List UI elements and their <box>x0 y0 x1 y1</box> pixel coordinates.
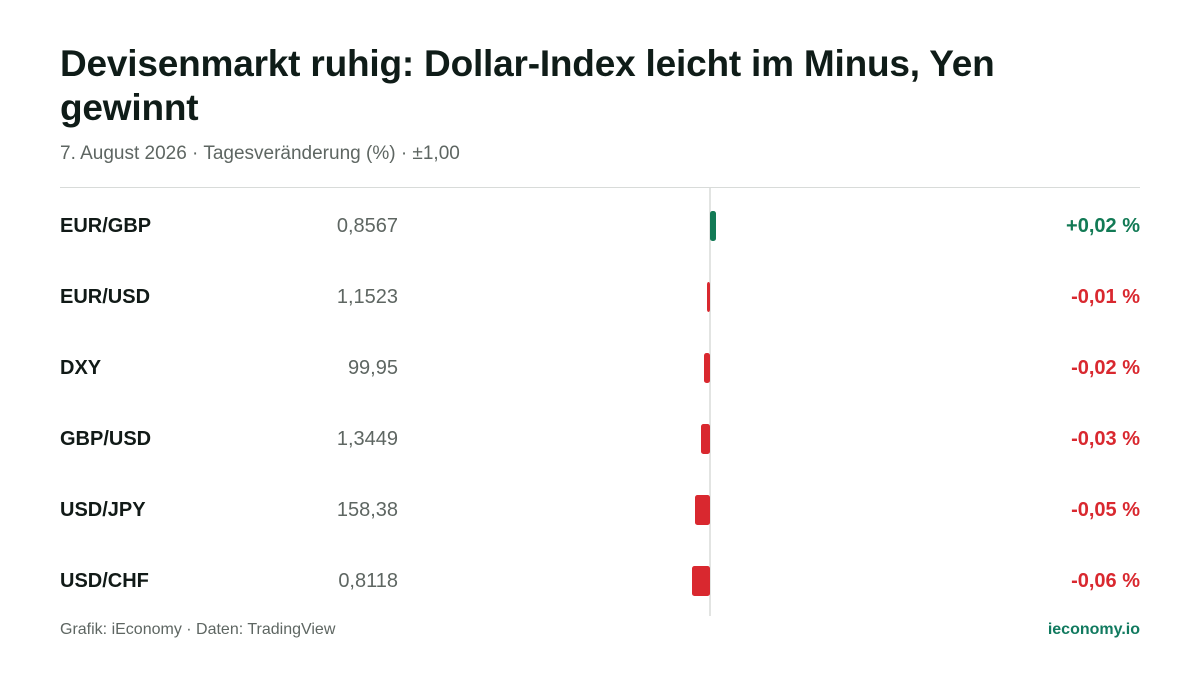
chart-card: Devisenmarkt ruhig: Dollar-Index leicht … <box>60 42 1140 652</box>
change-bar <box>710 211 716 241</box>
pair-label: EUR/GBP <box>60 215 152 237</box>
pair-price: 1,3449 <box>336 428 398 450</box>
change-bar <box>692 566 710 596</box>
change-value: -0,05 % <box>1071 499 1140 521</box>
pair-label: GBP/USD <box>60 428 152 450</box>
brand-link[interactable]: ieconomy.io <box>1047 621 1140 638</box>
change-value: -0,01 % <box>1071 286 1140 308</box>
pair-price: 0,8118 <box>338 570 398 592</box>
pair-label: USD/JPY <box>60 499 146 521</box>
bar-plot-area <box>692 188 716 616</box>
change-bar <box>704 353 710 383</box>
pair-label: EUR/USD <box>60 286 151 308</box>
source-note: Grafik: iEconomy · Daten: TradingView <box>60 621 336 638</box>
pair-price: 0,8567 <box>336 215 398 237</box>
change-value: -0,06 % <box>1071 570 1140 592</box>
chart-subtitle: 7. August 2026 · Tagesveränderung (%) · … <box>60 143 460 164</box>
pair-label: DXY <box>60 357 102 379</box>
change-bar <box>707 282 710 312</box>
header-divider <box>60 187 1140 188</box>
pair-price: 99,95 <box>347 357 398 379</box>
chart-title: Devisenmarkt ruhig: Dollar-Index leicht … <box>60 43 995 128</box>
pair-label: USD/CHF <box>60 570 149 592</box>
change-bar <box>701 424 710 454</box>
change-value: -0,02 % <box>1071 357 1140 379</box>
change-value: -0,03 % <box>1071 428 1140 450</box>
pair-price: 158,38 <box>336 499 398 521</box>
currency-chart: EUR/GBP 0,8567 +0,02 % EUR/USD 1,1523 -0,01 %… <box>60 188 1140 618</box>
change-bar <box>695 495 710 525</box>
change-value: +0,02 % <box>1066 215 1140 237</box>
pair-price: 1,1523 <box>336 286 398 308</box>
